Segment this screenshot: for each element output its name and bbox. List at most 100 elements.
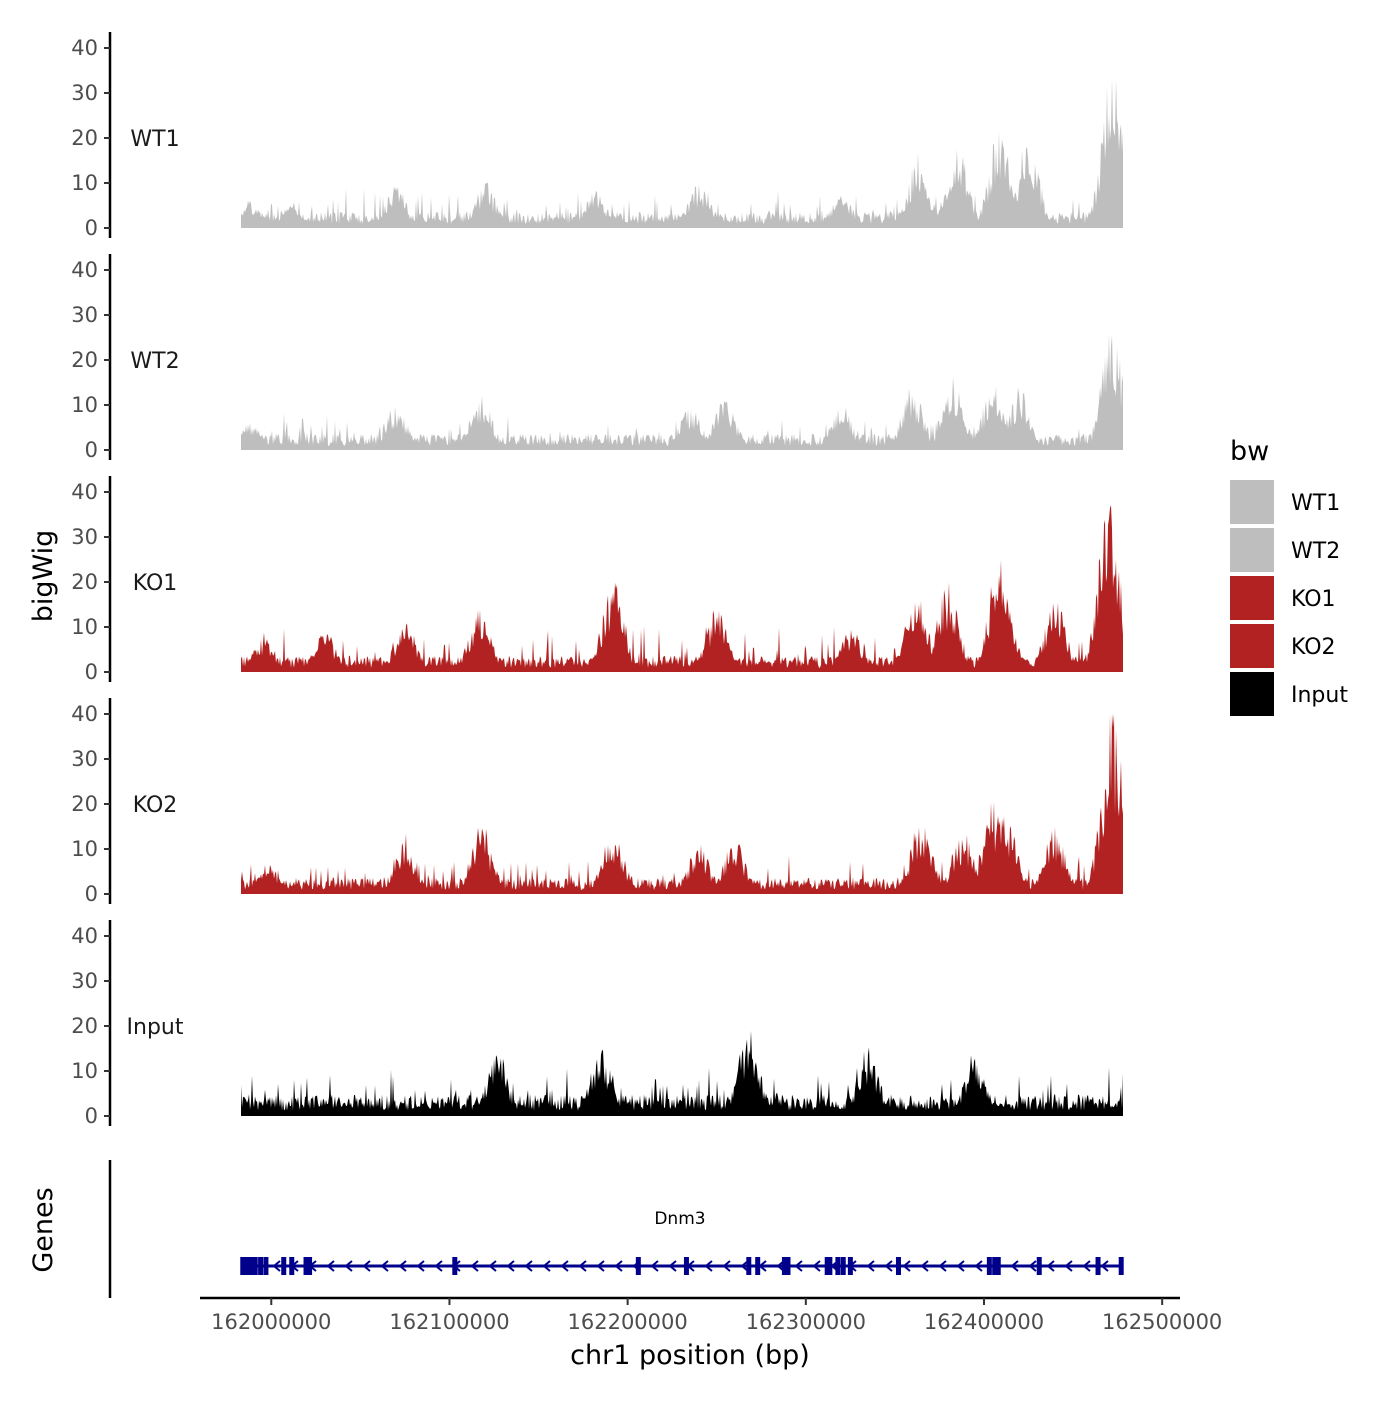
strand-arrow: [812, 1260, 821, 1272]
strand-arrow: [1100, 1260, 1109, 1272]
track-label-wt1: WT1: [130, 127, 179, 152]
gene-exon: [242, 1257, 257, 1275]
y-tick-label: 10: [71, 615, 98, 639]
y-tick-label: 30: [71, 303, 98, 327]
gene-exon: [986, 1257, 992, 1275]
gene-exon: [289, 1257, 295, 1275]
y-tick-label: 40: [71, 702, 98, 726]
gene-exon: [840, 1257, 846, 1275]
gene-exon: [281, 1257, 287, 1275]
signal-area-wt1: [241, 78, 1123, 228]
gene-exon: [746, 1257, 752, 1275]
strand-arrow: [1064, 1260, 1073, 1272]
strand-arrow: [542, 1260, 551, 1272]
y-tick-label: 20: [71, 348, 98, 372]
y-tick-label: 40: [71, 924, 98, 948]
strand-arrow: [902, 1260, 911, 1272]
gene-exon: [303, 1257, 309, 1275]
y-tick-label: 30: [71, 525, 98, 549]
strand-arrow: [1046, 1260, 1055, 1272]
legend-key-wt2: [1230, 528, 1274, 572]
strand-arrow: [398, 1260, 407, 1272]
signal-area-ko1: [241, 505, 1123, 672]
x-tick-label: 162400000: [924, 1310, 1044, 1334]
gene-exon: [683, 1257, 689, 1275]
gene-exon: [992, 1257, 998, 1275]
x-tick-label: 162000000: [211, 1310, 331, 1334]
y-tick-label: 40: [71, 258, 98, 282]
strand-arrow: [722, 1260, 731, 1272]
strand-arrow: [866, 1260, 875, 1272]
y-tick-label: 30: [71, 969, 98, 993]
gene-exon: [1118, 1257, 1124, 1275]
strand-arrow: [524, 1260, 533, 1272]
gene-exon: [258, 1257, 264, 1275]
track-panel-wt2: 0 10 20 30 40 WT2: [71, 254, 1123, 462]
y-tick-label: 0: [85, 660, 98, 684]
y-tick-label: 0: [85, 1104, 98, 1128]
strand-arrow: [506, 1260, 515, 1272]
strand-arrow: [650, 1260, 659, 1272]
gene-exon: [240, 1257, 246, 1275]
strand-arrow: [470, 1260, 479, 1272]
gene-panel: Dnm3: [108, 1160, 1124, 1298]
y-axis-title: bigWig: [28, 530, 59, 623]
y-tick-label: 0: [85, 438, 98, 462]
track-label-ko2: KO2: [133, 793, 178, 818]
signal-area-ko2: [241, 714, 1123, 894]
gene-exon: [1036, 1257, 1042, 1275]
track-panel-wt1: 0 10 20 30 40 WT1: [71, 32, 1123, 240]
gene-exon: [755, 1257, 761, 1275]
x-axis-title: chr1 position (bp): [570, 1340, 810, 1371]
strand-arrow: [560, 1260, 569, 1272]
legend-label-wt2: WT2: [1291, 539, 1340, 564]
y-tick-label: 40: [71, 480, 98, 504]
strand-arrow: [794, 1260, 803, 1272]
gene-exon: [835, 1257, 841, 1275]
strand-arrow: [488, 1260, 497, 1272]
strand-arrow: [938, 1260, 947, 1272]
y-tick-label: 20: [71, 126, 98, 150]
y-tick-label: 30: [71, 747, 98, 771]
strand-arrow: [614, 1260, 623, 1272]
strand-arrow: [1028, 1260, 1037, 1272]
strand-arrow: [362, 1260, 371, 1272]
gene-exon: [895, 1257, 901, 1275]
genes-axis-title: Genes: [28, 1187, 59, 1272]
gene-exon: [781, 1257, 787, 1275]
gene-exon: [1095, 1257, 1101, 1275]
legend-title: bw: [1230, 436, 1269, 467]
y-tick-label: 20: [71, 570, 98, 594]
strand-arrow: [740, 1260, 749, 1272]
y-tick-label: 40: [71, 36, 98, 60]
strand-arrow: [344, 1260, 353, 1272]
strand-arrow: [704, 1260, 713, 1272]
legend-key-wt1: [1230, 480, 1274, 524]
x-tick-label: 162300000: [746, 1310, 866, 1334]
strand-arrow: [920, 1260, 929, 1272]
signal-area-wt2: [241, 332, 1123, 450]
strand-arrow: [884, 1260, 893, 1272]
legend-key-input: [1230, 672, 1274, 716]
gene-exon: [452, 1257, 458, 1275]
legend-label-input: Input: [1291, 683, 1348, 708]
x-tick-label: 162200000: [568, 1310, 688, 1334]
strand-arrow: [1082, 1260, 1091, 1272]
legend: WT1 WT2 KO1 KO2 Input: [1230, 480, 1348, 716]
legend-key-ko1: [1230, 576, 1274, 620]
x-tick-label: 162100000: [389, 1310, 509, 1334]
legend-key-ko2: [1230, 624, 1274, 668]
track-panel-ko1: 0 10 20 30 40 KO1: [71, 476, 1123, 684]
track-panels: 0 10 20 30 40 WT1 0 10 20 30 40 WT2 0 10 20 30 40 KO1 0 10 2…: [71, 32, 1123, 1128]
strand-arrow: [974, 1260, 983, 1272]
strand-arrow: [956, 1260, 965, 1272]
y-tick-label: 20: [71, 792, 98, 816]
gene-exon: [827, 1257, 833, 1275]
track-label-ko1: KO1: [133, 571, 178, 596]
signal-area-input: [241, 1030, 1123, 1116]
strand-arrow: [416, 1260, 425, 1272]
track-label-input: Input: [127, 1015, 184, 1040]
x-tick-label: 162500000: [1102, 1310, 1222, 1334]
